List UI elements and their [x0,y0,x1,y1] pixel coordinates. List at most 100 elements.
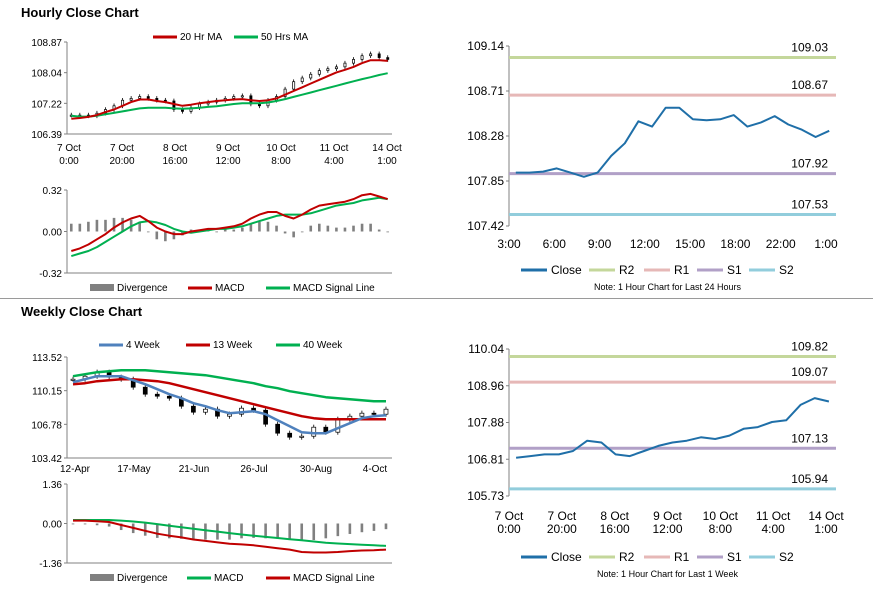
hourly-levels-level-label: 107.92 [791,157,828,171]
weekly-macd-divergence-bar [324,523,328,539]
hourly-levels-ytick-label: 107.85 [467,174,504,188]
weekly-ma13-line [72,377,386,421]
weekly-legend-signal-label: MACD Signal Line [293,573,375,584]
weekly-price-candle [371,412,377,415]
weekly-price-candle [311,426,317,437]
hourly-price-candle [240,95,244,98]
hourly-price-candle [369,53,373,57]
hourly-macd-ytick-label: -0.32 [39,269,62,280]
hourly-levels-legend-s2-label: S2 [779,263,794,277]
weekly-macd-macd-line [73,519,387,554]
hourly-macd-divergence-bar [258,221,261,232]
weekly-levels-xtick-label: 0:00 [497,522,521,536]
hourly-levels-legend-r2-label: R2 [619,263,635,277]
weekly-price-candle [154,393,160,397]
hourly-levels-xtick-label: 3:00 [497,237,521,251]
weekly-levels-level-label: 109.07 [791,365,828,379]
weekly-levels-close-line [515,397,830,459]
weekly-price-candle [166,395,172,399]
hourly-macd-divergence-bar [309,225,313,232]
hourly-price-xtick-label: 0:00 [59,156,79,167]
weekly-price-xtick-label: 30-Aug [300,464,332,475]
hourly-legend-divergence-label: Divergence [117,283,168,294]
hourly-levels-xtick-label: 6:00 [543,237,567,251]
hourly-legend-ma20-label: 20 Hr MA [180,32,223,43]
hourly-price-candle [326,68,330,71]
weekly-levels-legend-s1-label: S1 [727,550,742,564]
hourly-price-candle [257,103,261,107]
hourly-levels-xtick-label: 18:00 [720,237,750,251]
hourly-macd-divergence-bar [241,227,244,232]
weekly-levels-xtick-label: 7 Oct [547,509,576,523]
weekly-levels-legend-close-label: Close [551,550,582,564]
weekly-ma4-line [72,374,387,435]
weekly-macd-divergence-bar [264,523,267,539]
weekly-legend-13wk-label: 13 Week [213,340,253,351]
weekly-levels-level-label: 109.82 [791,340,828,354]
weekly-price-xtick-label: 21-Jun [179,464,210,475]
hourly-macd-ytick-label: 0.00 [43,228,63,239]
hourly-levels-level-label: 109.03 [791,41,828,55]
hourly-macd-divergence-bar [326,225,330,232]
weekly-price-candle [275,423,280,434]
hourly-price-xtick-label: 20:00 [109,156,134,167]
hourly-price-candle [129,98,133,101]
hourly-price-xtick-label: 14 Oct [372,143,402,154]
weekly-macd-ytick-label: 1.36 [43,480,63,491]
hourly-macd-divergence-bar [377,229,381,232]
weekly-levels-xtick-label: 8:00 [709,522,733,536]
weekly-levels-level-label: 107.13 [791,431,828,445]
hourly-price-candle [146,96,150,99]
hourly-levels-ytick-label: 108.28 [467,129,504,143]
hourly-macd-divergence-bar [69,223,73,232]
weekly-macd-divergence-bar [180,523,183,539]
hourly-price-xtick-label: 16:00 [162,156,187,167]
weekly-price-candle [203,408,208,413]
hourly-macd-divergence-bar [300,231,304,233]
hourly-macd-divergence-bar [292,231,295,238]
hourly-price-candle [377,53,381,58]
weekly-price-xtick-label: 4-Oct [363,464,388,475]
weekly-levels-xtick-label: 8 Oct [600,509,629,523]
weekly-macd-divergence-bar [384,523,388,530]
weekly-levels-legend-r1-label: R1 [674,550,690,564]
weekly-macd-divergence-bar [119,523,123,531]
weekly-levels-xtick-label: 12:00 [652,522,682,536]
weekly-legend-divergence-label: Divergence [117,573,168,584]
weekly-legend-40wk-label: 40 Week [303,340,343,351]
weekly-macd-divergence-bar [83,523,87,525]
weekly-price-candle [191,405,196,413]
weekly-levels-xtick-label: 4:00 [761,522,785,536]
hourly-macd-divergence-bar [369,223,372,232]
weekly-macd-signal-line [73,519,387,547]
weekly-macd-divergence-bar [71,523,75,525]
hourly-macd-divergence-bar [335,227,338,232]
hourly-price-candle [300,77,304,83]
hourly-levels-legend-r1-label: R1 [674,263,690,277]
weekly-levels-xtick-label: 10 Oct [703,509,739,523]
hourly-price-candle [343,62,347,68]
hourly-price-xtick-label: 7 Oct [57,143,81,154]
hourly-macd-divergence-bar [95,219,99,232]
hourly-macd-divergence-bar [164,231,167,242]
hourly-levels-ytick-label: 108.71 [467,84,504,98]
weekly-price-candle [335,418,341,433]
hourly-macd-divergence-bar [112,217,116,232]
weekly-macd-divergence-bar [204,523,207,540]
weekly-price-candle [359,412,365,417]
hourly-levels-ytick-label: 107.42 [467,219,504,233]
hourly-price-ytick-label: 108.87 [31,38,62,49]
hourly-price-xtick-label: 11 Oct [320,143,349,154]
hourly-price-xtick-label: 4:00 [324,156,344,167]
hourly-levels-level-label: 108.67 [791,78,828,92]
weekly-price-candle [263,409,268,425]
weekly-macd-ytick-label: -1.36 [39,559,62,570]
hourly-macd-macd-line [71,192,388,252]
hourly-price-xtick-label: 7 Oct [110,143,134,154]
hourly-price-candle [292,81,296,90]
weekly-macd-divergence-bar [107,523,111,527]
weekly-levels-xtick-label: 11 Oct [756,509,791,523]
weekly-price-candle [70,378,76,381]
hourly-levels-legend-close-label: Close [551,263,582,277]
